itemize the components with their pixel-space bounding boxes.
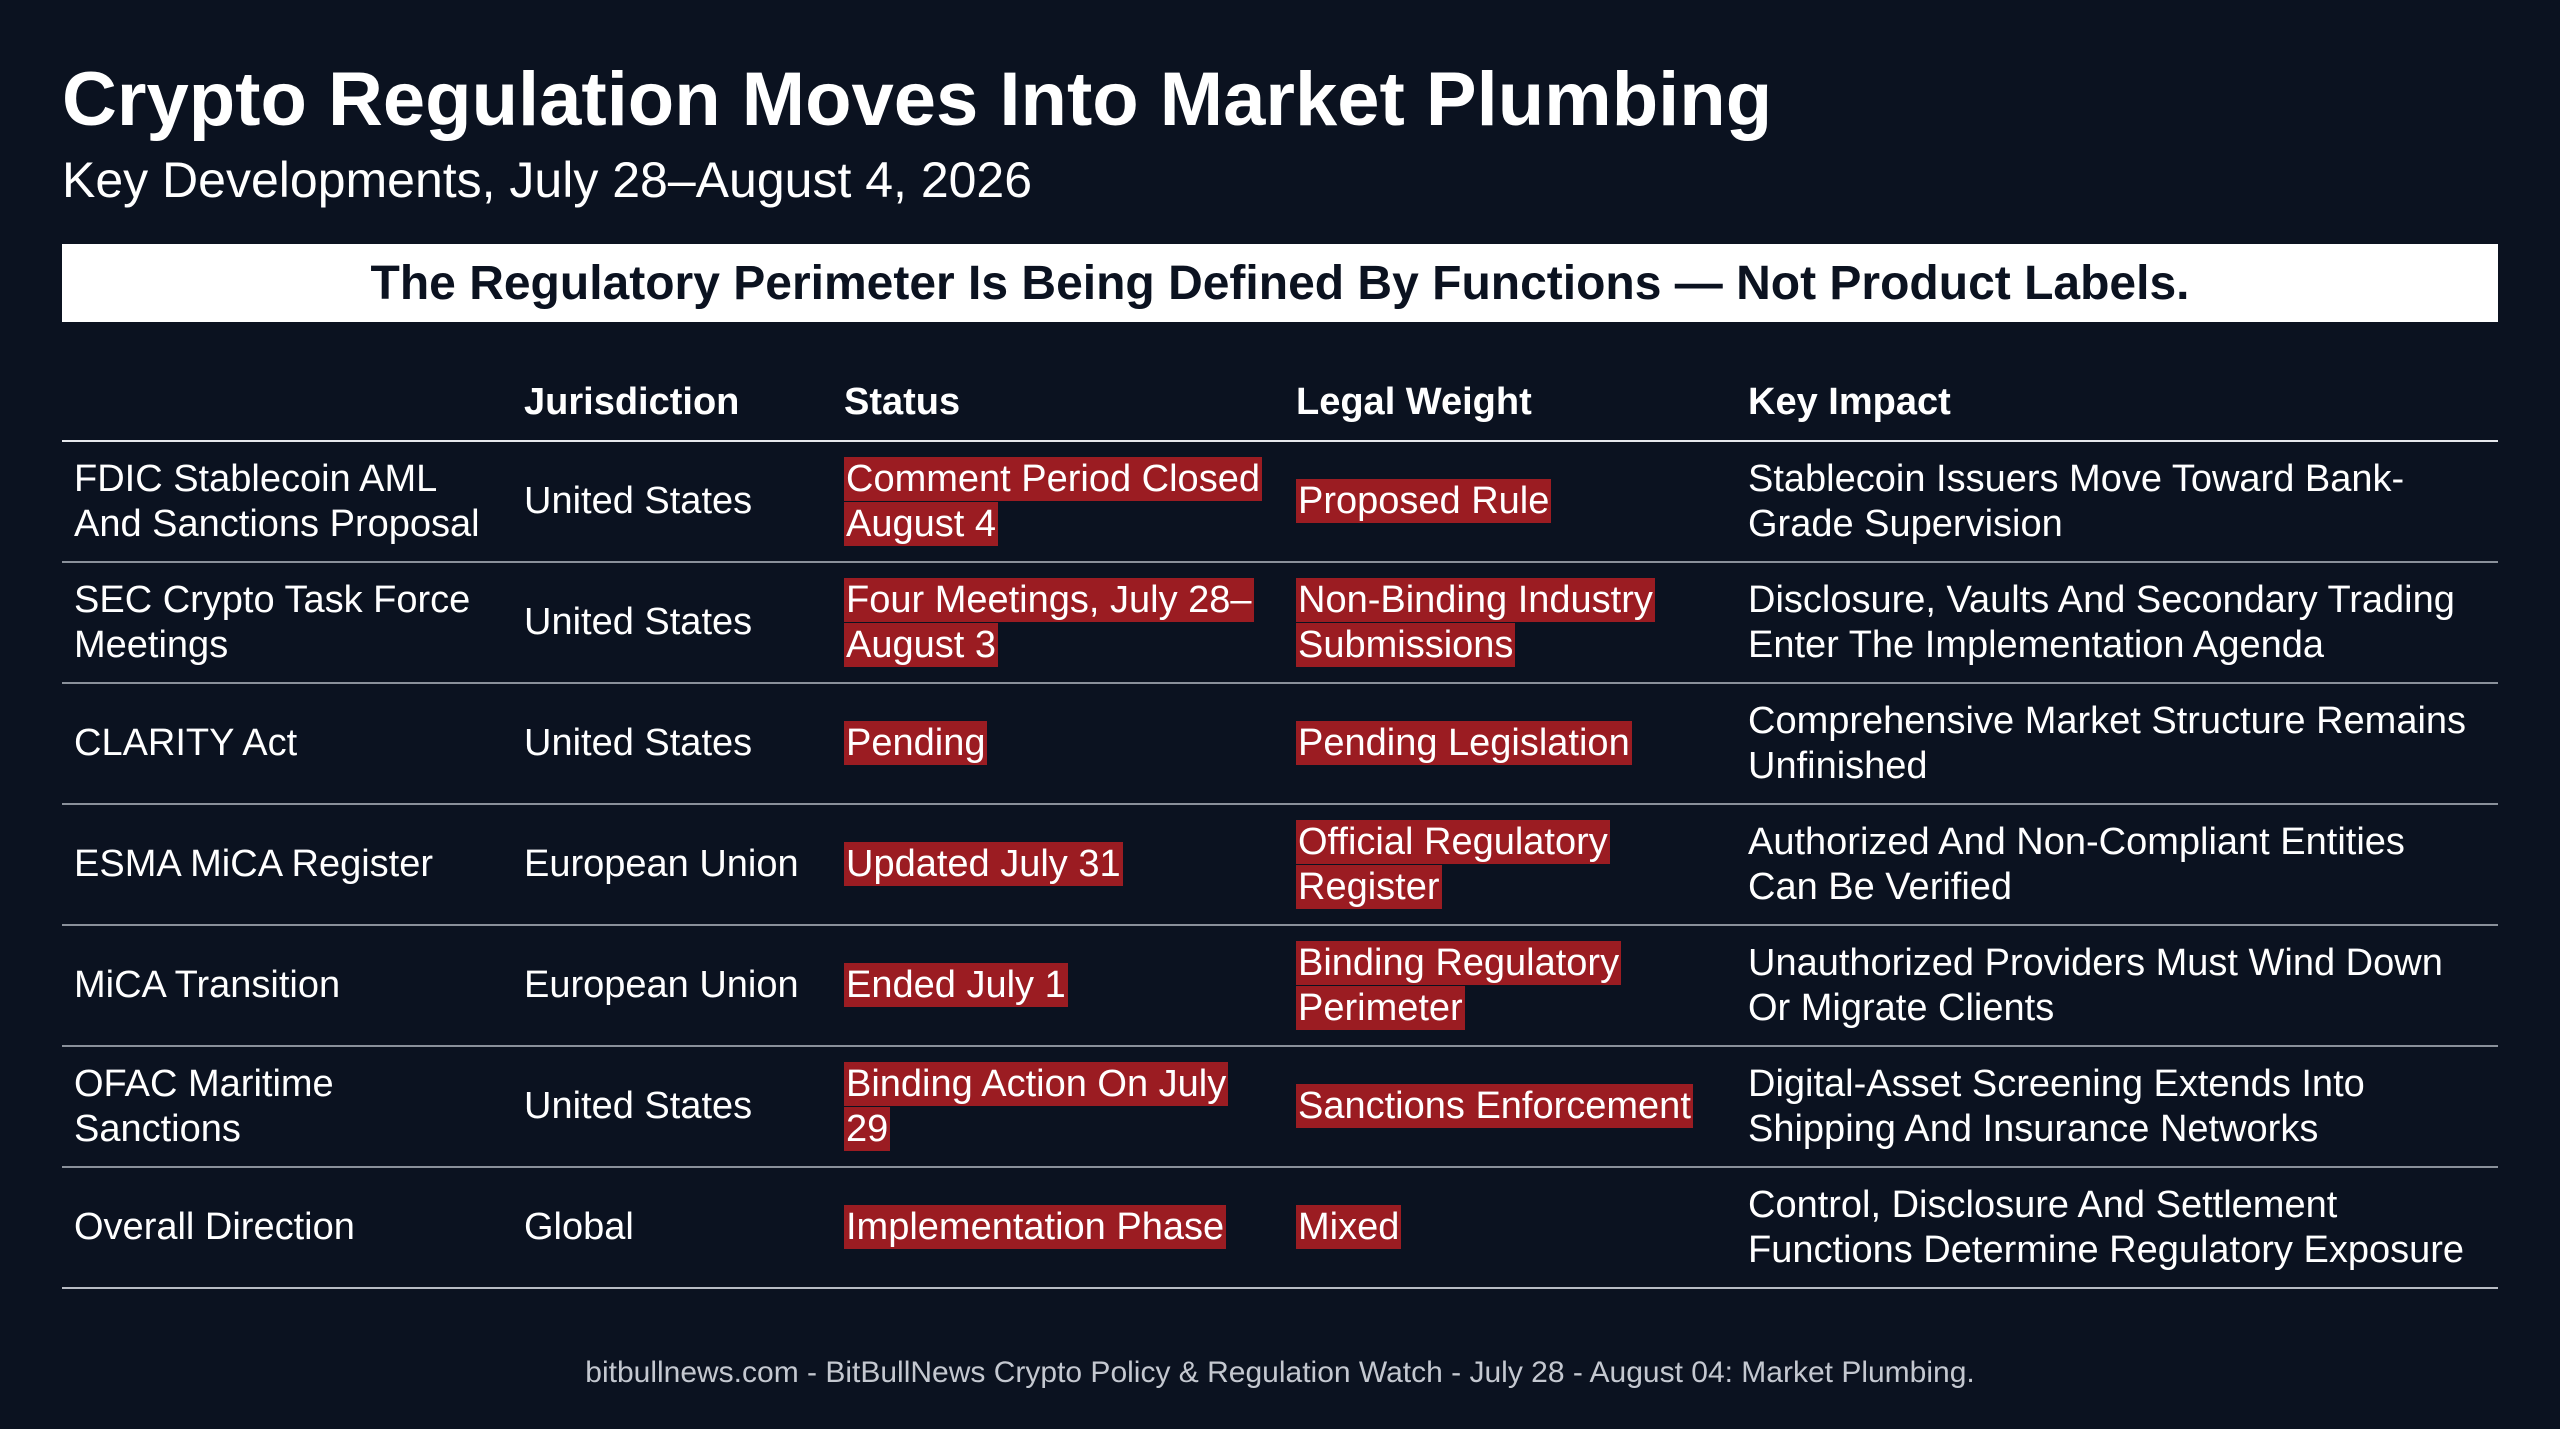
status-highlight: Binding Action On July 29 (844, 1061, 1229, 1151)
source-footer: bitbullnews.com - BitBullNews Crypto Pol… (585, 1356, 1975, 1389)
table-row: SEC Crypto Task Force Meetings United St… (62, 563, 2498, 684)
row-impact: Authorized And Non-Compliant Entities Ca… (1748, 820, 2405, 908)
row-name: CLARITY Act (74, 722, 298, 764)
header-legal-weight: Legal Weight (1296, 380, 1532, 423)
row-jurisdiction: United States (524, 1085, 753, 1127)
row-legal-weight: Binding Regulatory Perimeter (1284, 940, 1736, 1031)
row-legal-weight: Proposed Rule (1284, 479, 1736, 524)
row-legal-weight: Official Regulatory Register (1284, 819, 1736, 910)
status-highlight: Pending (844, 721, 988, 765)
headline-banner: The Regulatory Perimeter Is Being Define… (62, 244, 2498, 322)
row-impact: Control, Disclosure And Settlement Funct… (1748, 1183, 2465, 1271)
regulation-table: Jurisdiction Status Legal Weight Key Imp… (62, 364, 2498, 1289)
status-highlight: Four Meetings, July 28–August 3 (844, 577, 1254, 667)
weight-highlight: Official Regulatory Register (1296, 819, 1610, 909)
header-status: Status (844, 380, 961, 423)
row-impact: Stablecoin Issuers Move Toward Bank-Grad… (1748, 457, 2405, 545)
row-name: OFAC Maritime Sanctions (74, 1062, 334, 1150)
table-header: Jurisdiction Status Legal Weight Key Imp… (62, 364, 2498, 442)
status-highlight: Comment Period Closed August 4 (844, 456, 1262, 546)
header-key-impact: Key Impact (1748, 380, 1951, 423)
row-legal-weight: Mixed (1284, 1205, 1736, 1250)
row-impact: Digital-Asset Screening Extends Into Shi… (1748, 1062, 2365, 1150)
status-highlight: Implementation Phase (844, 1205, 1227, 1249)
row-name: SEC Crypto Task Force Meetings (74, 578, 471, 666)
row-jurisdiction: United States (524, 722, 753, 764)
page-subtitle: Key Developments, July 28–August 4, 2026 (62, 152, 1033, 208)
row-status: Ended July 1 (832, 963, 1284, 1008)
banner-text: The Regulatory Perimeter Is Being Define… (370, 256, 2190, 310)
row-jurisdiction: European Union (524, 964, 799, 1006)
row-status: Binding Action On July 29 (832, 1061, 1284, 1152)
row-status: Implementation Phase (832, 1205, 1284, 1250)
row-status: Comment Period Closed August 4 (832, 456, 1284, 547)
table-row: OFAC Maritime Sanctions United States Bi… (62, 1047, 2498, 1168)
header-jurisdiction: Jurisdiction (524, 380, 740, 423)
row-legal-weight: Non-Binding Industry Submissions (1284, 577, 1736, 668)
weight-highlight: Binding Regulatory Perimeter (1296, 940, 1622, 1030)
table-row: CLARITY Act United States Pending Pendin… (62, 684, 2498, 805)
weight-highlight: Proposed Rule (1296, 479, 1552, 523)
row-jurisdiction: European Union (524, 843, 799, 885)
row-jurisdiction: United States (524, 480, 753, 522)
row-name: FDIC Stablecoin AML And Sanctions Propos… (74, 457, 480, 545)
row-status: Four Meetings, July 28–August 3 (832, 577, 1284, 668)
status-highlight: Updated July 31 (844, 842, 1123, 886)
weight-highlight: Non-Binding Industry Submissions (1296, 577, 1655, 667)
row-legal-weight: Pending Legislation (1284, 721, 1736, 766)
row-name: Overall Direction (74, 1206, 355, 1248)
table-row: FDIC Stablecoin AML And Sanctions Propos… (62, 442, 2498, 563)
row-legal-weight: Sanctions Enforcement (1284, 1084, 1736, 1129)
row-impact: Comprehensive Market Structure Remains U… (1748, 699, 2467, 787)
status-highlight: Ended July 1 (844, 963, 1068, 1007)
row-status: Pending (832, 721, 1284, 766)
page-title: Crypto Regulation Moves Into Market Plum… (62, 57, 1773, 142)
row-impact: Unauthorized Providers Must Wind Down Or… (1748, 941, 2443, 1029)
weight-highlight: Sanctions Enforcement (1296, 1084, 1693, 1128)
row-name: ESMA MiCA Register (74, 843, 433, 885)
table-row: Overall Direction Global Implementation … (62, 1168, 2498, 1289)
row-name: MiCA Transition (74, 964, 341, 1006)
weight-highlight: Mixed (1296, 1205, 1402, 1249)
weight-highlight: Pending Legislation (1296, 721, 1632, 765)
table-row: ESMA MiCA Register European Union Update… (62, 805, 2498, 926)
table-row: MiCA Transition European Union Ended Jul… (62, 926, 2498, 1047)
row-jurisdiction: United States (524, 601, 753, 643)
row-impact: Disclosure, Vaults And Secondary Trading… (1748, 578, 2455, 666)
row-jurisdiction: Global (524, 1206, 634, 1248)
row-status: Updated July 31 (832, 842, 1284, 887)
